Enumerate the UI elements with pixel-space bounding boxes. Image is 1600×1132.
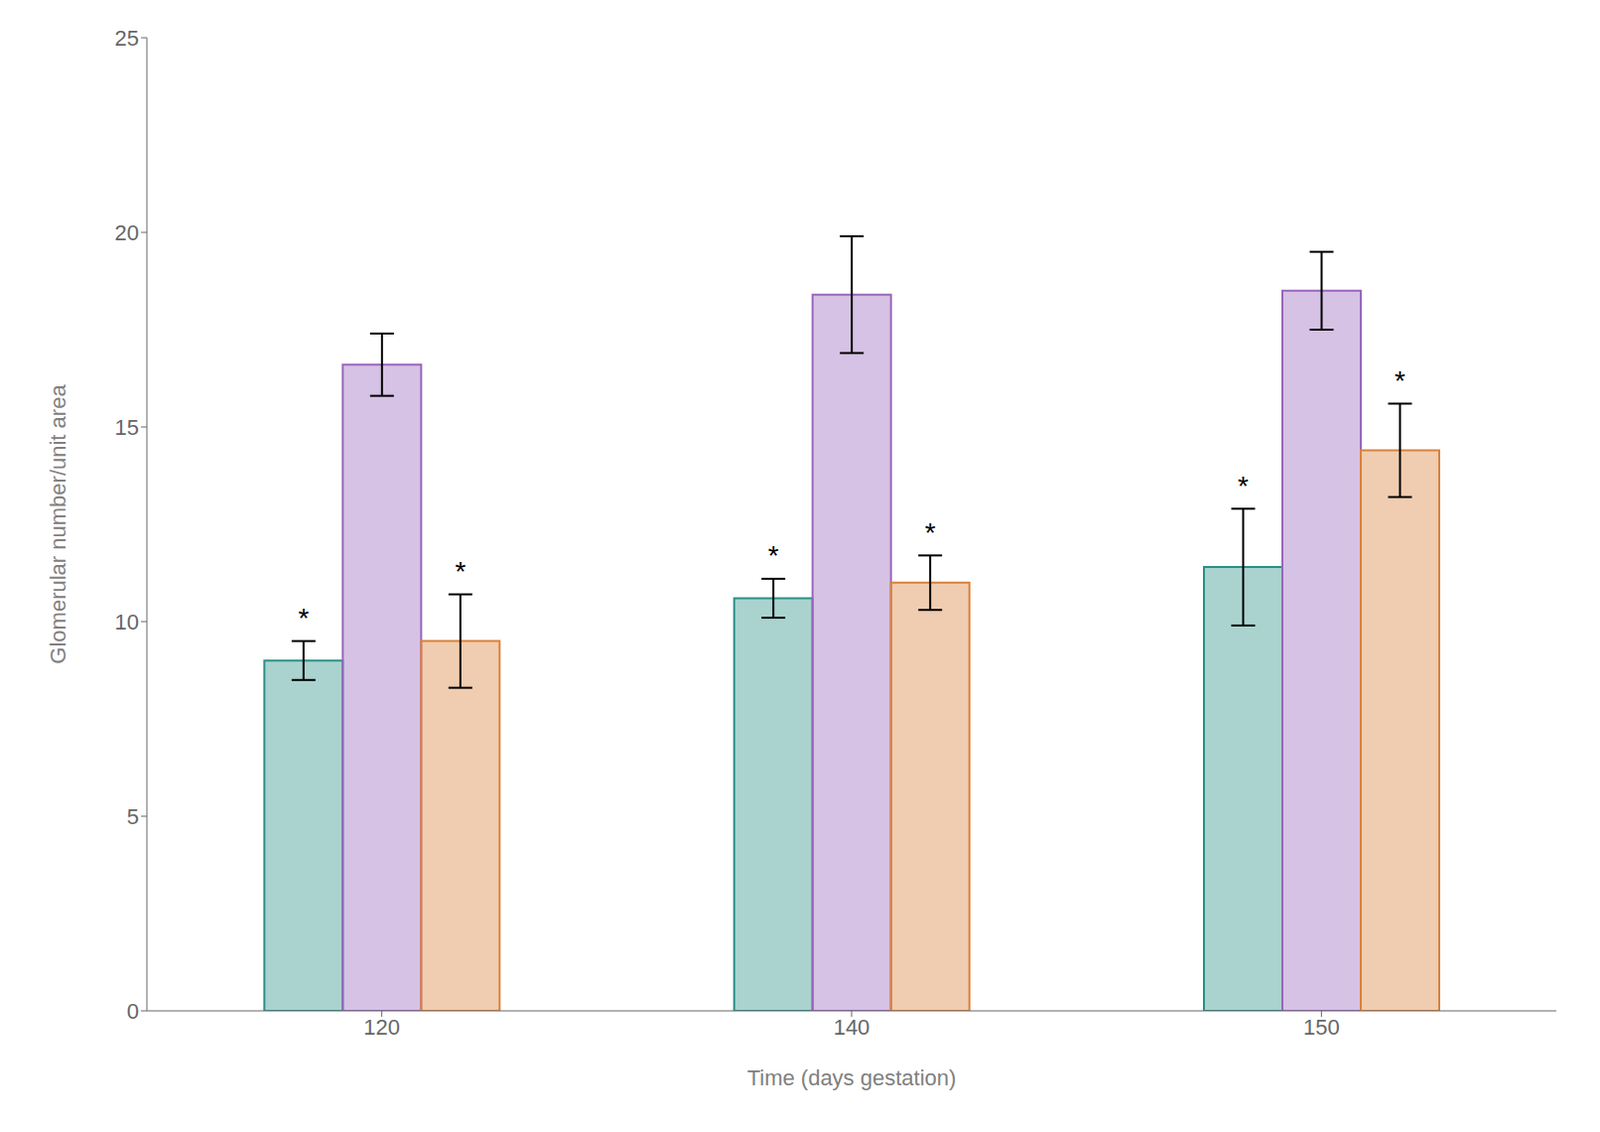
svg-text:20: 20 [115, 220, 139, 246]
svg-text:*: * [1237, 470, 1249, 502]
svg-text:15: 15 [115, 414, 139, 440]
svg-text:*: * [768, 539, 780, 571]
svg-text:5: 5 [127, 803, 139, 829]
svg-text:120: 120 [363, 1014, 400, 1040]
svg-text:Time (days gestation): Time (days gestation) [747, 1065, 957, 1090]
svg-text:Glomerular number/unit area: Glomerular number/unit area [45, 384, 71, 665]
svg-text:25: 25 [115, 25, 139, 51]
svg-text:0: 0 [127, 998, 139, 1024]
svg-text:*: * [454, 555, 466, 587]
svg-text:*: * [925, 517, 936, 548]
svg-text:*: * [297, 602, 309, 634]
svg-text:10: 10 [115, 609, 139, 635]
svg-text:150: 150 [1303, 1014, 1340, 1040]
svg-text:140: 140 [833, 1014, 871, 1040]
svg-text:*: * [1394, 365, 1406, 397]
